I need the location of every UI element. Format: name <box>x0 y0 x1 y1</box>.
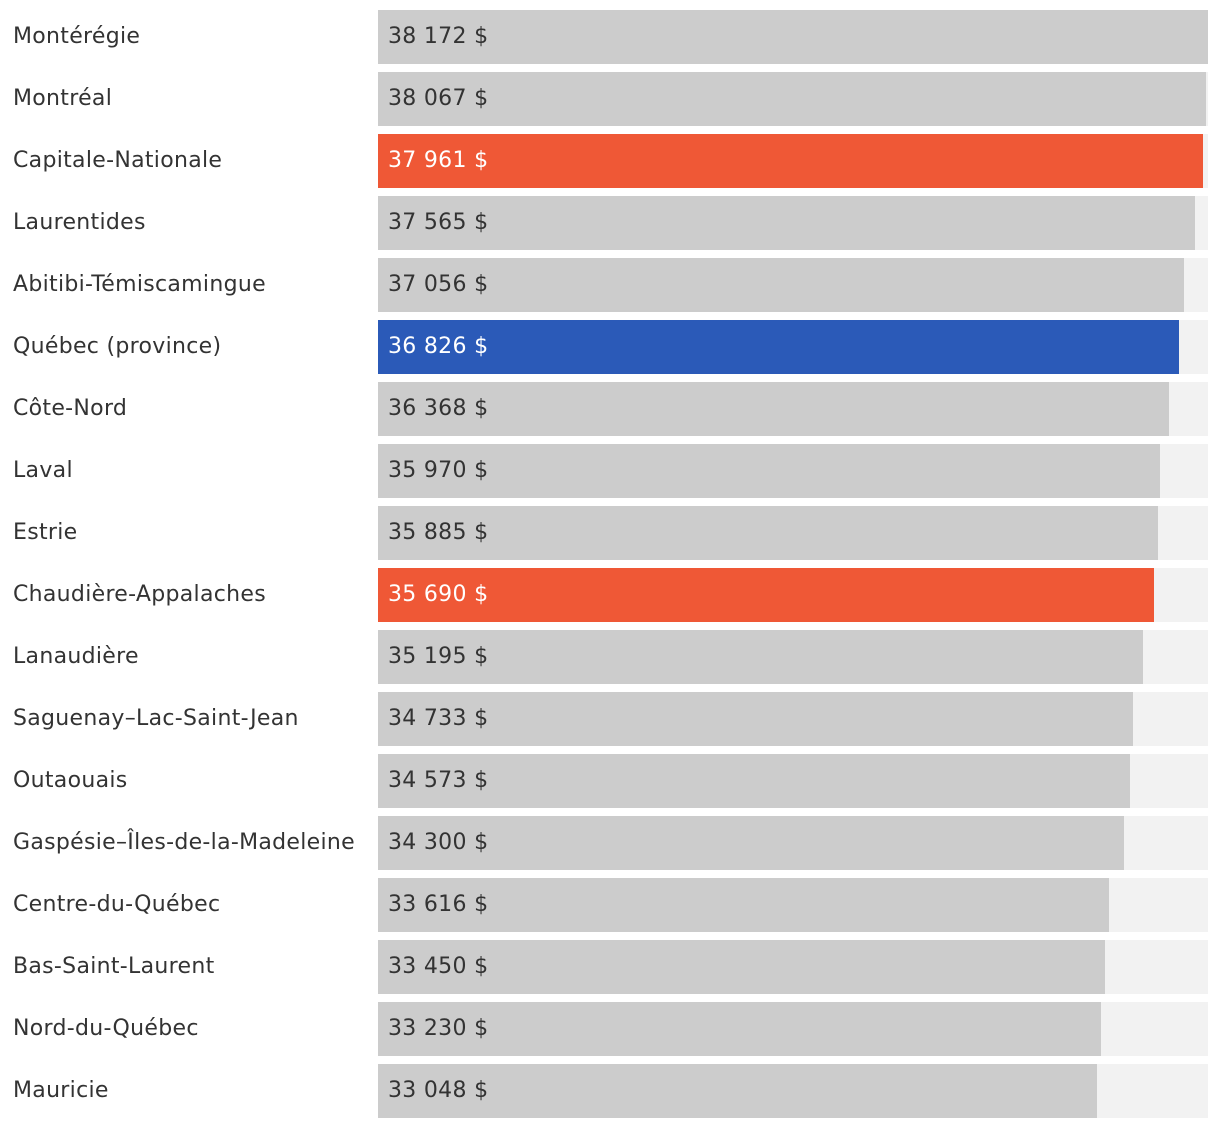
bar-track: 34 573 $ <box>378 754 1208 808</box>
bar <box>378 320 1179 374</box>
value-label: 37 961 $ <box>388 148 489 173</box>
bar-row: Québec (province) 36 826 $ <box>0 320 1220 374</box>
bar-row: Bas-Saint-Laurent 33 450 $ <box>0 940 1220 994</box>
value-label: 34 300 $ <box>388 830 489 855</box>
bar-row: Capitale-Nationale 37 961 $ <box>0 134 1220 188</box>
category-label: Montérégie <box>13 24 141 49</box>
value-label: 36 826 $ <box>388 334 489 359</box>
category-label: Chaudière-Appalaches <box>13 582 266 607</box>
bar <box>378 134 1203 188</box>
bar-row: Outaouais 34 573 $ <box>0 754 1220 808</box>
bar-track: 34 733 $ <box>378 692 1208 746</box>
bar <box>378 1002 1101 1056</box>
bar <box>378 10 1208 64</box>
bar <box>378 816 1124 870</box>
bar-track: 33 048 $ <box>378 1064 1208 1118</box>
category-label: Abitibi-Témiscamingue <box>13 272 266 297</box>
bar-row: Montréal 38 067 $ <box>0 72 1220 126</box>
bar-track: 33 450 $ <box>378 940 1208 994</box>
bar <box>378 878 1109 932</box>
bar <box>378 72 1206 126</box>
bar-track: 35 885 $ <box>378 506 1208 560</box>
bar-row: Saguenay–Lac-Saint-Jean 34 733 $ <box>0 692 1220 746</box>
bar-row: Montérégie 38 172 $ <box>0 10 1220 64</box>
category-label: Montréal <box>13 86 113 111</box>
bar <box>378 444 1160 498</box>
category-label: Lanaudière <box>13 644 139 669</box>
value-label: 38 172 $ <box>388 24 489 49</box>
bar-row: Mauricie 33 048 $ <box>0 1064 1220 1118</box>
bar-row: Abitibi-Témiscamingue 37 056 $ <box>0 258 1220 312</box>
bar <box>378 940 1105 994</box>
category-label: Gaspésie–Îles-de-la-Madeleine <box>13 830 356 855</box>
value-label: 36 368 $ <box>388 396 489 421</box>
bar-track: 36 826 $ <box>378 320 1208 374</box>
bar-track: 35 690 $ <box>378 568 1208 622</box>
category-label: Estrie <box>13 520 78 545</box>
bar-track: 33 616 $ <box>378 878 1208 932</box>
bar-track: 36 368 $ <box>378 382 1208 436</box>
bar-track: 37 056 $ <box>378 258 1208 312</box>
bar <box>378 630 1143 684</box>
bar-track: 38 067 $ <box>378 72 1208 126</box>
category-label: Laval <box>13 458 73 483</box>
category-label: Côte-Nord <box>13 396 128 421</box>
value-label: 35 970 $ <box>388 458 489 483</box>
bar-row: Estrie 35 885 $ <box>0 506 1220 560</box>
value-label: 33 616 $ <box>388 892 489 917</box>
bar-track: 34 300 $ <box>378 816 1208 870</box>
value-label: 37 565 $ <box>388 210 489 235</box>
bar <box>378 258 1184 312</box>
category-label: Mauricie <box>13 1078 109 1103</box>
value-label: 33 048 $ <box>388 1078 489 1103</box>
bar-track: 37 961 $ <box>378 134 1208 188</box>
bar-row: Gaspésie–Îles-de-la-Madeleine 34 300 $ <box>0 816 1220 870</box>
value-label: 34 573 $ <box>388 768 489 793</box>
bar-track: 35 195 $ <box>378 630 1208 684</box>
category-label: Centre-du-Québec <box>13 892 221 917</box>
bar <box>378 692 1133 746</box>
category-label: Saguenay–Lac-Saint-Jean <box>13 706 299 731</box>
value-label: 38 067 $ <box>388 86 489 111</box>
bar-row: Nord-du-Québec 33 230 $ <box>0 1002 1220 1056</box>
value-label: 33 450 $ <box>388 954 489 979</box>
bar-row: Laurentides 37 565 $ <box>0 196 1220 250</box>
value-label: 34 733 $ <box>388 706 489 731</box>
bar <box>378 1064 1097 1118</box>
bar-track: 35 970 $ <box>378 444 1208 498</box>
bar-row: Chaudière-Appalaches 35 690 $ <box>0 568 1220 622</box>
bar-row: Lanaudière 35 195 $ <box>0 630 1220 684</box>
value-label: 35 885 $ <box>388 520 489 545</box>
bar-track: 37 565 $ <box>378 196 1208 250</box>
value-label: 35 690 $ <box>388 582 489 607</box>
bar <box>378 196 1195 250</box>
category-label: Outaouais <box>13 768 128 793</box>
category-label: Bas-Saint-Laurent <box>13 954 215 979</box>
category-label: Capitale-Nationale <box>13 148 223 173</box>
bar <box>378 382 1169 436</box>
bar <box>378 568 1154 622</box>
category-label: Laurentides <box>13 210 146 235</box>
bar-row: Côte-Nord 36 368 $ <box>0 382 1220 436</box>
value-label: 37 056 $ <box>388 272 489 297</box>
bar-track: 33 230 $ <box>378 1002 1208 1056</box>
category-label: Nord-du-Québec <box>13 1016 199 1041</box>
bar <box>378 506 1158 560</box>
bar-row: Centre-du-Québec 33 616 $ <box>0 878 1220 932</box>
value-label: 35 195 $ <box>388 644 489 669</box>
bar <box>378 754 1130 808</box>
bar-track: 38 172 $ <box>378 10 1208 64</box>
value-label: 33 230 $ <box>388 1016 489 1041</box>
bar-row: Laval 35 970 $ <box>0 444 1220 498</box>
category-label: Québec (province) <box>13 334 222 359</box>
